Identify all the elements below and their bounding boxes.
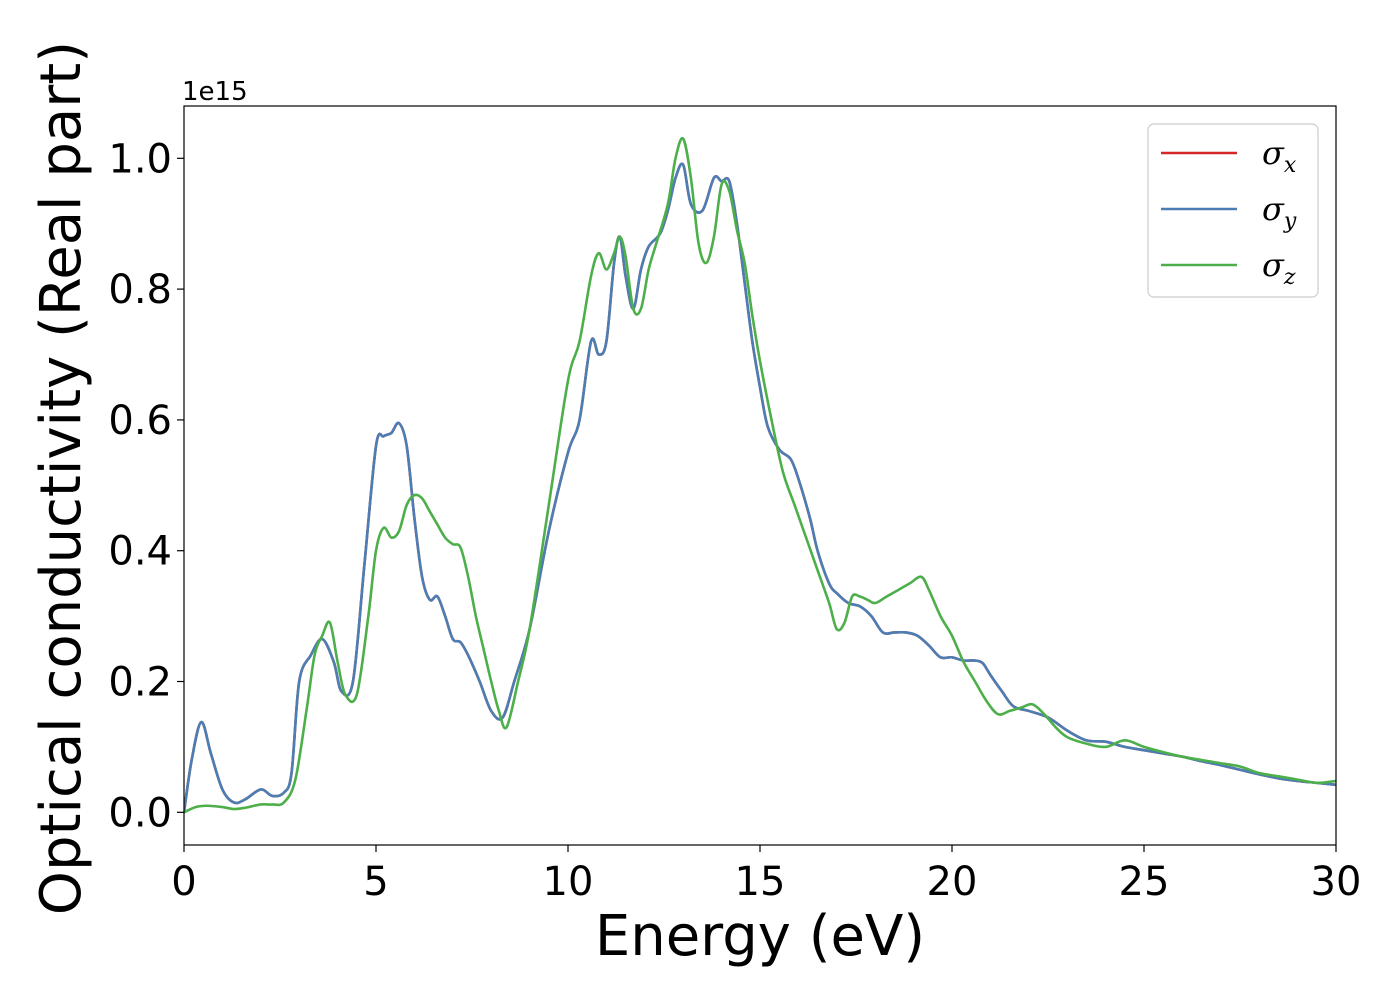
x-tick-label: 20 xyxy=(927,859,978,905)
y-tick-label: 0.4 xyxy=(108,529,172,575)
x-axis-title: Energy (eV) xyxy=(595,904,925,969)
y-tick-label: 0.6 xyxy=(108,398,172,444)
x-tick-label: 25 xyxy=(1119,859,1170,905)
x-tick-label: 10 xyxy=(543,859,594,905)
y-tick-label: 0.2 xyxy=(108,660,172,706)
x-axis: 0 5 10 15 20 25 30 xyxy=(171,845,1361,905)
x-tick-label: 5 xyxy=(363,859,388,905)
x-tick-label: 15 xyxy=(735,859,786,905)
y-tick-label: 0.0 xyxy=(108,790,172,836)
y-tick-label: 0.8 xyxy=(108,267,172,313)
legend-frame xyxy=(1147,123,1319,298)
x-tick-label: 30 xyxy=(1311,859,1362,905)
series-group xyxy=(184,136,1336,814)
y-tick-label: 1.0 xyxy=(108,136,172,182)
y-offset-label: 1e15 xyxy=(182,77,248,107)
series-line-y xyxy=(184,162,1336,813)
y-axis: 0.0 0.2 0.4 0.6 0.8 1.0 xyxy=(108,136,184,836)
y-axis-title: Optical conductivity (Real part) xyxy=(29,41,94,915)
series-line-z xyxy=(184,136,1336,814)
x-tick-label: 0 xyxy=(171,859,196,905)
